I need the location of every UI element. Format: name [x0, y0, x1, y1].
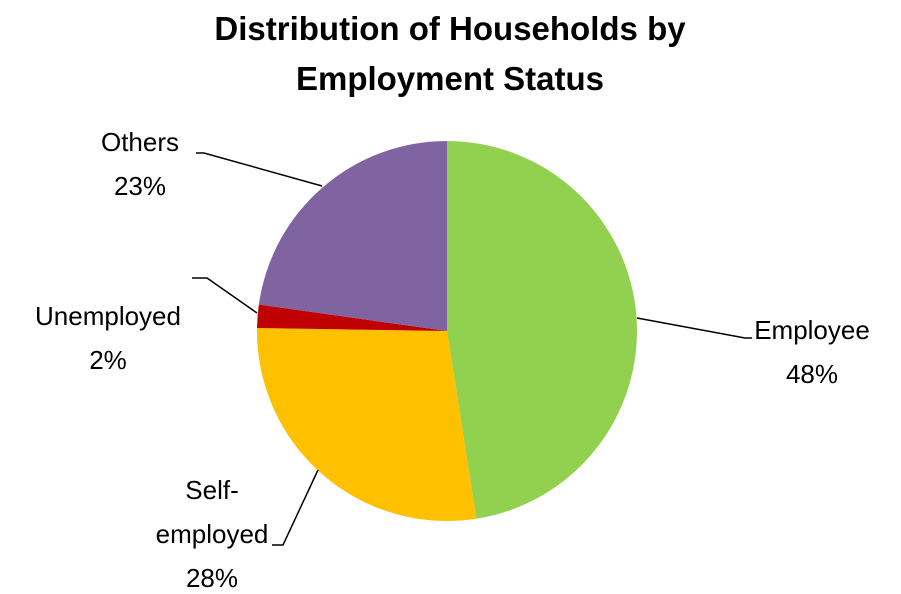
value-label: 23%	[113, 171, 167, 201]
data-label: Unemployed 2%	[0, 294, 218, 382]
category-label: Unemployed	[35, 301, 181, 331]
category-label: Employee	[754, 315, 870, 345]
value-label: 2%	[89, 345, 127, 375]
data-label: Employee 48%	[732, 308, 892, 396]
category-label: Others	[100, 127, 180, 157]
category-label: Self-employed	[155, 475, 269, 549]
pie-slice	[447, 141, 638, 519]
chart-title: Distribution of Households by Employment…	[214, 10, 686, 97]
pie-slice	[257, 304, 447, 331]
pie-slice	[256, 328, 477, 521]
value-label: 28%	[185, 563, 239, 593]
data-label: Others 23%	[60, 120, 220, 208]
value-label: 48%	[785, 359, 839, 389]
data-label: Self-employed 28%	[147, 468, 277, 594]
leader-line	[636, 317, 752, 339]
leader-line	[192, 277, 258, 314]
leader-line	[272, 469, 319, 546]
pie-slice	[258, 141, 447, 331]
leader-line	[196, 152, 323, 187]
